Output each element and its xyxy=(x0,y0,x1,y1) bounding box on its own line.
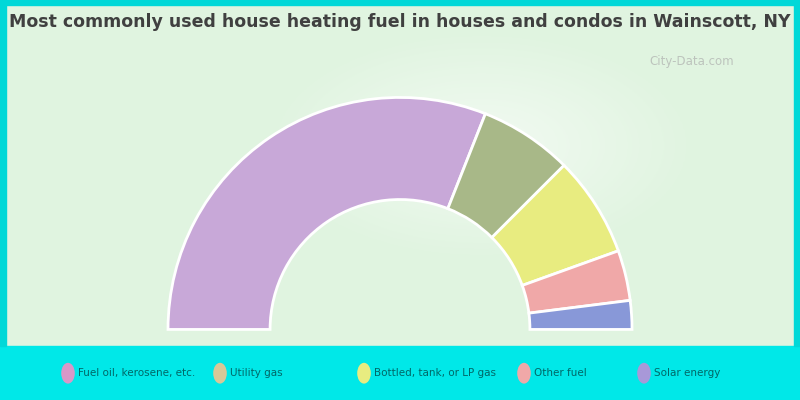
Ellipse shape xyxy=(357,363,371,384)
Wedge shape xyxy=(448,114,564,238)
Wedge shape xyxy=(522,251,630,313)
Wedge shape xyxy=(529,300,632,330)
Text: Utility gas: Utility gas xyxy=(230,368,282,378)
Wedge shape xyxy=(168,98,486,330)
Bar xyxy=(0,0,800,5)
Text: Other fuel: Other fuel xyxy=(534,368,586,378)
Ellipse shape xyxy=(213,363,227,384)
Bar xyxy=(794,0,800,346)
Ellipse shape xyxy=(518,363,531,384)
Ellipse shape xyxy=(61,363,75,384)
Text: Most commonly used house heating fuel in houses and condos in Wainscott, NY: Most commonly used house heating fuel in… xyxy=(10,13,790,31)
Ellipse shape xyxy=(638,363,651,384)
Text: City-Data.com: City-Data.com xyxy=(650,56,734,68)
Text: Fuel oil, kerosene, etc.: Fuel oil, kerosene, etc. xyxy=(78,368,195,378)
Text: Solar energy: Solar energy xyxy=(654,368,720,378)
Wedge shape xyxy=(492,165,618,286)
Bar xyxy=(0,0,6,346)
Bar xyxy=(0,346,800,400)
Text: Bottled, tank, or LP gas: Bottled, tank, or LP gas xyxy=(374,368,496,378)
